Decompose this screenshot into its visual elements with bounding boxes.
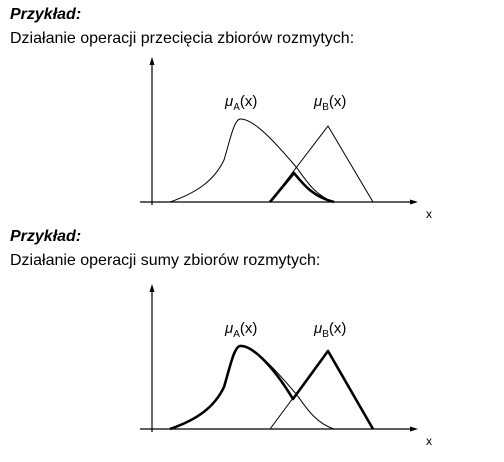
union-diagram: μA(x) μB(x) x bbox=[140, 284, 432, 448]
y-axis-arrow-icon bbox=[149, 284, 155, 292]
intersection-result-curve bbox=[268, 171, 335, 204]
x-axis-arrow-icon bbox=[410, 426, 418, 432]
union-result-curve bbox=[169, 344, 375, 431]
set-a-label: μA(x) bbox=[224, 93, 257, 113]
set-b-label: μB(x) bbox=[313, 93, 346, 113]
example-2-heading: Przykład: bbox=[10, 228, 82, 245]
set-a-curve bbox=[169, 118, 335, 203]
set-b-label: μB(x) bbox=[313, 320, 346, 340]
set-b-curve bbox=[269, 125, 374, 203]
set-b-curve bbox=[269, 350, 374, 430]
intersection-diagram: μA(x) μB(x) x bbox=[140, 57, 432, 221]
x-axis-label: x bbox=[426, 434, 432, 448]
example-1-heading: Przykład: bbox=[10, 6, 82, 23]
example-2-description: Działanie operacji sumy zbiorów rozmytyc… bbox=[10, 252, 321, 269]
x-axis-arrow-icon bbox=[410, 199, 418, 205]
example-1-description: Działanie operacji przecięcia zbiorów ro… bbox=[10, 30, 355, 47]
y-axis-arrow-icon bbox=[149, 57, 155, 65]
set-a-label: μA(x) bbox=[224, 320, 257, 340]
x-axis-label: x bbox=[426, 207, 432, 221]
